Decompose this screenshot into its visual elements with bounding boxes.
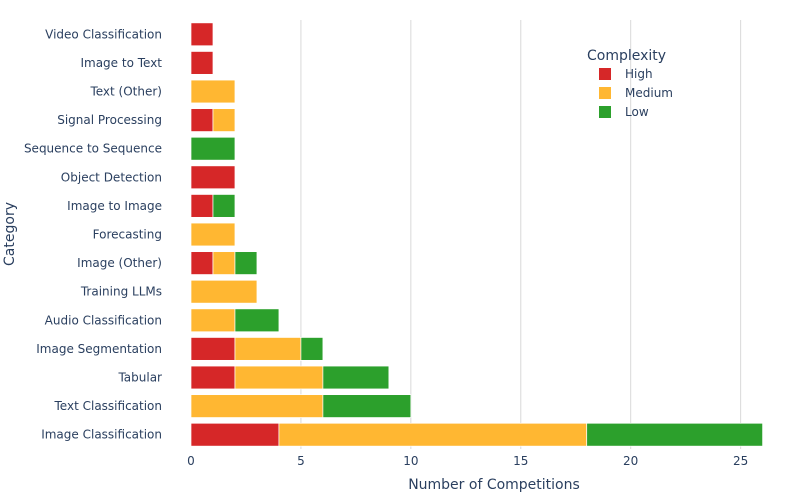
y-tick-label-signal-processing: Signal Processing <box>57 113 162 127</box>
y-tick-label-image-classification: Image Classification <box>41 428 162 442</box>
y-tick-label-video-classification: Video Classification <box>45 27 162 41</box>
legend-label-medium: Medium <box>625 86 673 100</box>
bar-forecasting-medium <box>190 222 236 247</box>
y-tick-label-sequence-to-sequence: Sequence to Sequence <box>24 142 162 156</box>
legend-items: High Medium Low <box>599 67 673 119</box>
bar-signal-processing-medium <box>212 108 236 132</box>
bar-image-other-medium <box>212 251 236 275</box>
x-tick-label-0: 0 <box>187 454 195 468</box>
bar-tabular-low <box>322 365 390 390</box>
legend-swatch-medium <box>599 87 611 99</box>
legend-swatch-low <box>599 106 611 118</box>
x-axis-tick-labels: 0 5 10 15 20 25 <box>187 454 748 468</box>
bars <box>190 22 763 447</box>
legend-title: Complexity <box>587 48 666 64</box>
y-tick-label-image-to-text: Image to Text <box>80 56 162 70</box>
bar-video-classification-high <box>190 22 214 47</box>
y-tick-label-audio-classification: Audio Classification <box>45 313 162 327</box>
x-tick-label-20: 20 <box>623 454 638 468</box>
bar-object-detection-high <box>190 165 236 190</box>
y-tick-label-tabular: Tabular <box>117 371 162 385</box>
bar-training-llms-medium <box>190 279 258 304</box>
y-axis-tick-labels: Video Classification Image to Text Text (O… <box>24 27 162 441</box>
y-tick-label-text-other: Text (Other) <box>89 85 162 99</box>
y-tick-label-image-segmentation: Image Segmentation <box>36 342 162 356</box>
y-tick-label-image-other: Image (Other) <box>77 256 162 270</box>
legend-swatch-high <box>599 68 611 80</box>
x-tick-label-25: 25 <box>733 454 748 468</box>
y-tick-label-forecasting: Forecasting <box>93 228 162 242</box>
bar-image-classification-low <box>586 422 763 447</box>
bar-text-classification-medium <box>190 394 324 418</box>
bar-image-to-text-high <box>190 51 214 75</box>
bar-image-classification-high <box>190 422 280 447</box>
bar-tabular-medium <box>234 365 324 390</box>
bar-image-segmentation-low <box>300 337 324 361</box>
bar-tabular-high <box>190 365 236 390</box>
bar-audio-classification-medium <box>190 308 236 333</box>
bar-image-other-high <box>190 251 214 275</box>
x-tick-label-5: 5 <box>297 454 305 468</box>
bar-image-to-image-high <box>190 194 214 218</box>
y-axis-title: Category <box>2 202 18 266</box>
y-tick-label-text-classification: Text Classification <box>54 399 162 413</box>
bar-audio-classification-low <box>234 308 280 333</box>
legend-label-low: Low <box>625 105 649 119</box>
bar-image-other-low <box>234 251 258 275</box>
bar-signal-processing-high <box>190 108 214 132</box>
bar-text-classification-low <box>322 394 412 418</box>
x-tick-label-10: 10 <box>403 454 418 468</box>
y-tick-label-training-llms: Training LLMs <box>80 285 162 299</box>
bar-image-segmentation-high <box>190 337 236 361</box>
x-tick-label-15: 15 <box>513 454 528 468</box>
y-tick-label-object-detection: Object Detection <box>61 170 162 184</box>
bar-image-segmentation-medium <box>234 337 302 361</box>
bar-image-classification-medium <box>278 422 588 447</box>
x-axis-title: Number of Competitions <box>408 477 580 493</box>
legend: Complexity High Medium Low <box>587 48 673 119</box>
bar-text-other-medium <box>190 79 236 104</box>
y-tick-label-image-to-image: Image to Image <box>67 199 162 213</box>
bar-sequence-to-sequence-low <box>190 136 236 161</box>
legend-label-high: High <box>625 67 653 81</box>
bar-image-to-image-low <box>212 194 236 218</box>
